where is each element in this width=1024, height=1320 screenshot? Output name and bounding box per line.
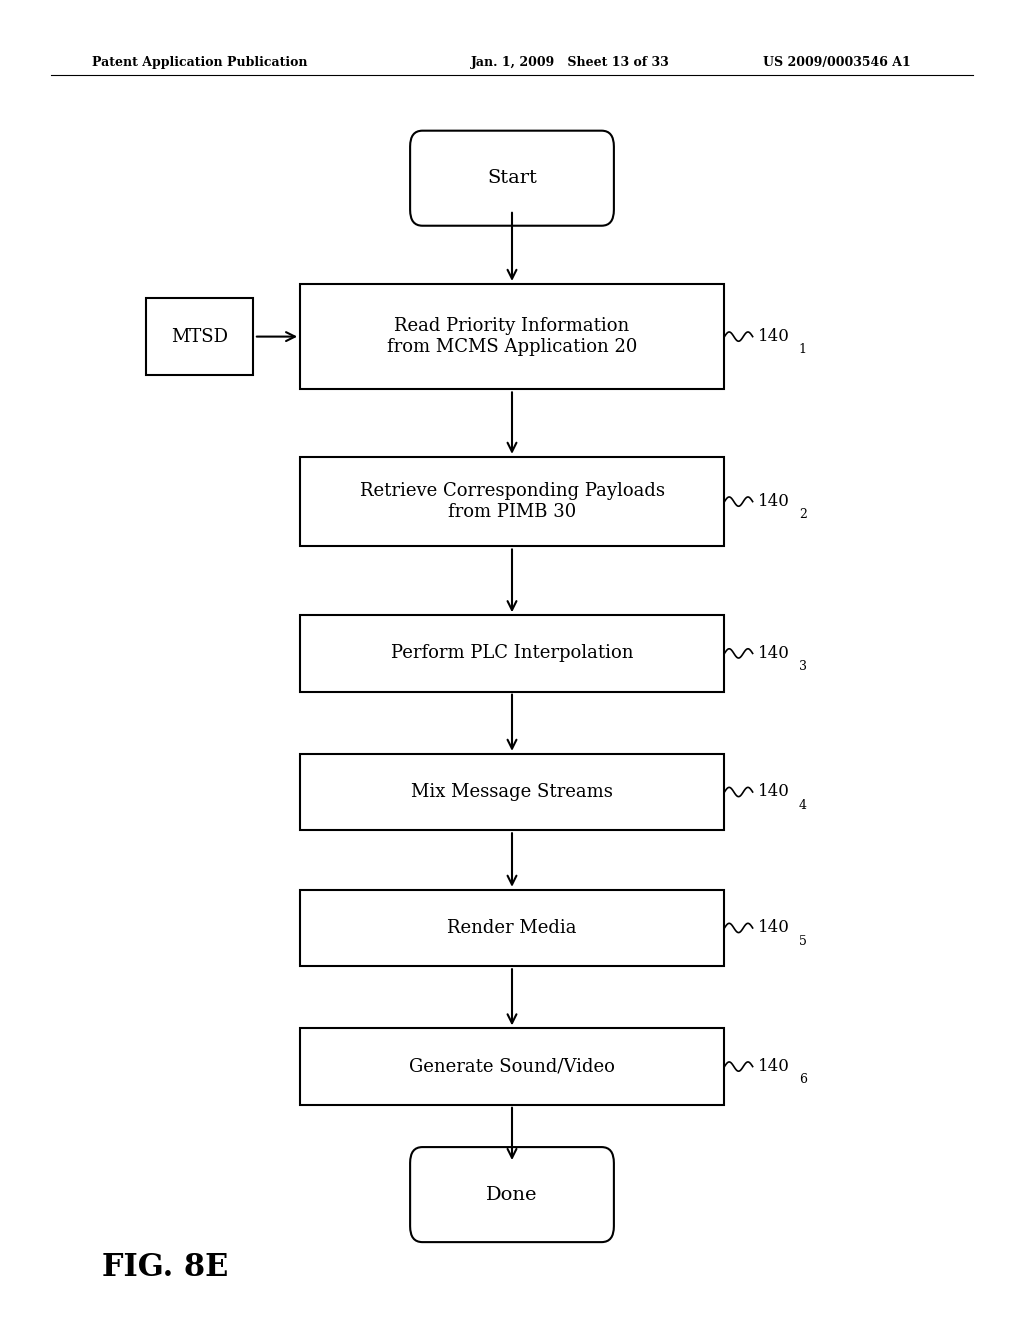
- Text: 140: 140: [758, 645, 790, 661]
- Bar: [299, 754, 725, 830]
- Text: Perform PLC Interpolation: Perform PLC Interpolation: [391, 644, 633, 663]
- Text: Read Priority Information
from MCMS Application 20: Read Priority Information from MCMS Appl…: [387, 317, 637, 356]
- Text: 140: 140: [758, 494, 790, 510]
- Text: 140: 140: [758, 920, 790, 936]
- Text: MTSD: MTSD: [171, 327, 228, 346]
- Bar: [299, 457, 725, 546]
- Text: 6: 6: [799, 1073, 807, 1086]
- Text: 140: 140: [758, 1059, 790, 1074]
- Text: 4: 4: [799, 799, 807, 812]
- FancyBboxPatch shape: [410, 1147, 613, 1242]
- FancyBboxPatch shape: [410, 131, 613, 226]
- Text: Patent Application Publication: Patent Application Publication: [92, 55, 307, 69]
- Text: Render Media: Render Media: [447, 919, 577, 937]
- Text: Generate Sound/Video: Generate Sound/Video: [409, 1057, 615, 1076]
- Text: 1: 1: [799, 343, 807, 356]
- Bar: [299, 890, 725, 966]
- Text: 5: 5: [799, 935, 807, 948]
- Bar: [146, 298, 254, 375]
- Text: FIG. 8E: FIG. 8E: [102, 1251, 228, 1283]
- Text: US 2009/0003546 A1: US 2009/0003546 A1: [763, 55, 910, 69]
- Bar: [299, 284, 725, 389]
- Text: Retrieve Corresponding Payloads
from PIMB 30: Retrieve Corresponding Payloads from PIM…: [359, 482, 665, 521]
- Text: 140: 140: [758, 784, 790, 800]
- Text: 2: 2: [799, 508, 807, 521]
- Text: Done: Done: [486, 1185, 538, 1204]
- Text: 3: 3: [799, 660, 807, 673]
- Text: Mix Message Streams: Mix Message Streams: [411, 783, 613, 801]
- Text: Start: Start: [487, 169, 537, 187]
- Text: Jan. 1, 2009   Sheet 13 of 33: Jan. 1, 2009 Sheet 13 of 33: [471, 55, 670, 69]
- Bar: [299, 615, 725, 692]
- Text: 140: 140: [758, 329, 790, 345]
- Bar: [299, 1028, 725, 1105]
